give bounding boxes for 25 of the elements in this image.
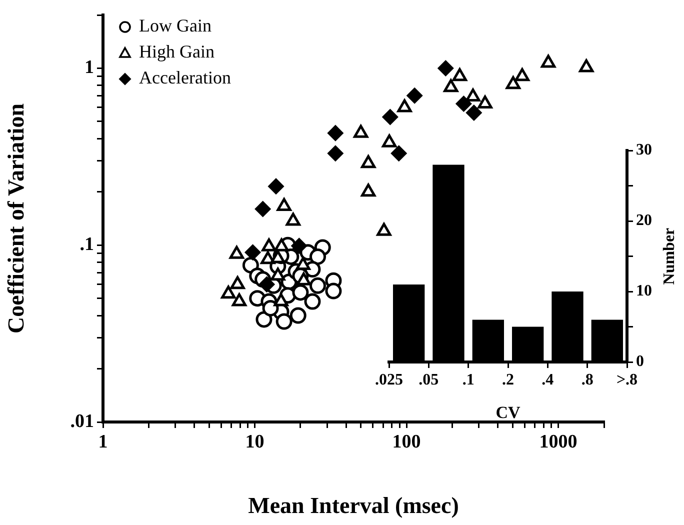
x-tick-label: >.8 [616, 372, 638, 389]
x-tick-label: .8 [581, 372, 594, 389]
y-tick-label: 30 [636, 142, 652, 159]
x-axis-title: Mean Interval (msec) [248, 493, 459, 518]
x-tick-label: 10 [245, 431, 264, 452]
y-axis-title: Number [661, 228, 678, 285]
y-tick-label: .01 [70, 410, 94, 432]
x-tick-label: 1 [98, 431, 108, 452]
x-tick-label: .025 [375, 372, 403, 389]
y-axis-title: Coefficient of Variation [4, 103, 29, 334]
legend-label: Acceleration [139, 68, 231, 88]
x-tick-label: 1000 [539, 431, 578, 452]
y-tick-label: 0 [636, 353, 644, 370]
legend-label: Low Gain [139, 16, 212, 36]
x-tick-label: .1 [462, 372, 474, 389]
y-tick-label: 1 [84, 57, 94, 78]
x-axis-title: CV [496, 403, 521, 422]
x-tick-label: .2 [502, 372, 514, 389]
y-tick-label: 10 [636, 282, 652, 300]
legend-label: High Gain [139, 42, 214, 62]
x-tick-label: .05 [418, 372, 439, 389]
y-tick-label: 20 [636, 212, 652, 230]
x-tick-label: 100 [392, 431, 421, 452]
y-tick-label: .1 [80, 234, 94, 256]
x-tick-label: .4 [542, 372, 554, 389]
